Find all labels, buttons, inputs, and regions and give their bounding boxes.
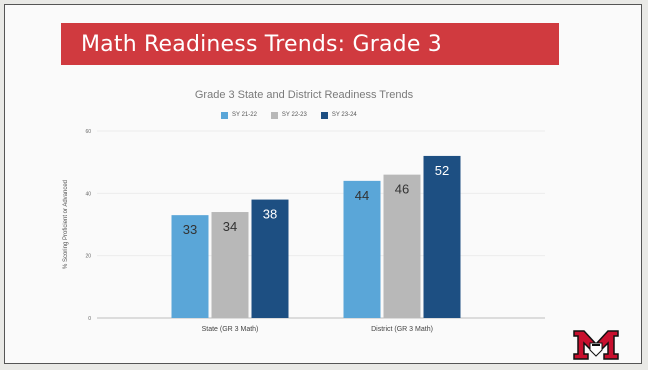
y-axis-title: % Scoring Proficient or Advanced xyxy=(63,180,69,269)
data-label-1-2: 34 xyxy=(223,219,237,234)
y-tick-label-1: 20 xyxy=(85,254,91,260)
y-tick-label-0: 0 xyxy=(88,316,91,322)
data-label-2-3: 52 xyxy=(435,163,449,178)
data-label-1-1: 33 xyxy=(183,222,197,237)
bar-chart: 0 20 40 60 % Scoring Proficient or Advanced 3… xyxy=(5,5,643,365)
y-tick-label-3: 60 xyxy=(85,129,91,135)
slide: Math Readiness Trends: Grade 3 Grade 3 S… xyxy=(4,4,642,364)
school-logo-icon xyxy=(572,327,620,363)
data-label-1-3: 38 xyxy=(263,207,277,222)
data-label-2-1: 44 xyxy=(355,188,369,203)
x-category-label-1: State (GR 3 Math) xyxy=(202,326,259,333)
data-label-2-2: 46 xyxy=(395,182,409,197)
y-tick-label-2: 40 xyxy=(85,191,91,197)
x-category-label-2: District (GR 3 Math) xyxy=(371,326,433,333)
bar-2-3 xyxy=(424,156,461,318)
